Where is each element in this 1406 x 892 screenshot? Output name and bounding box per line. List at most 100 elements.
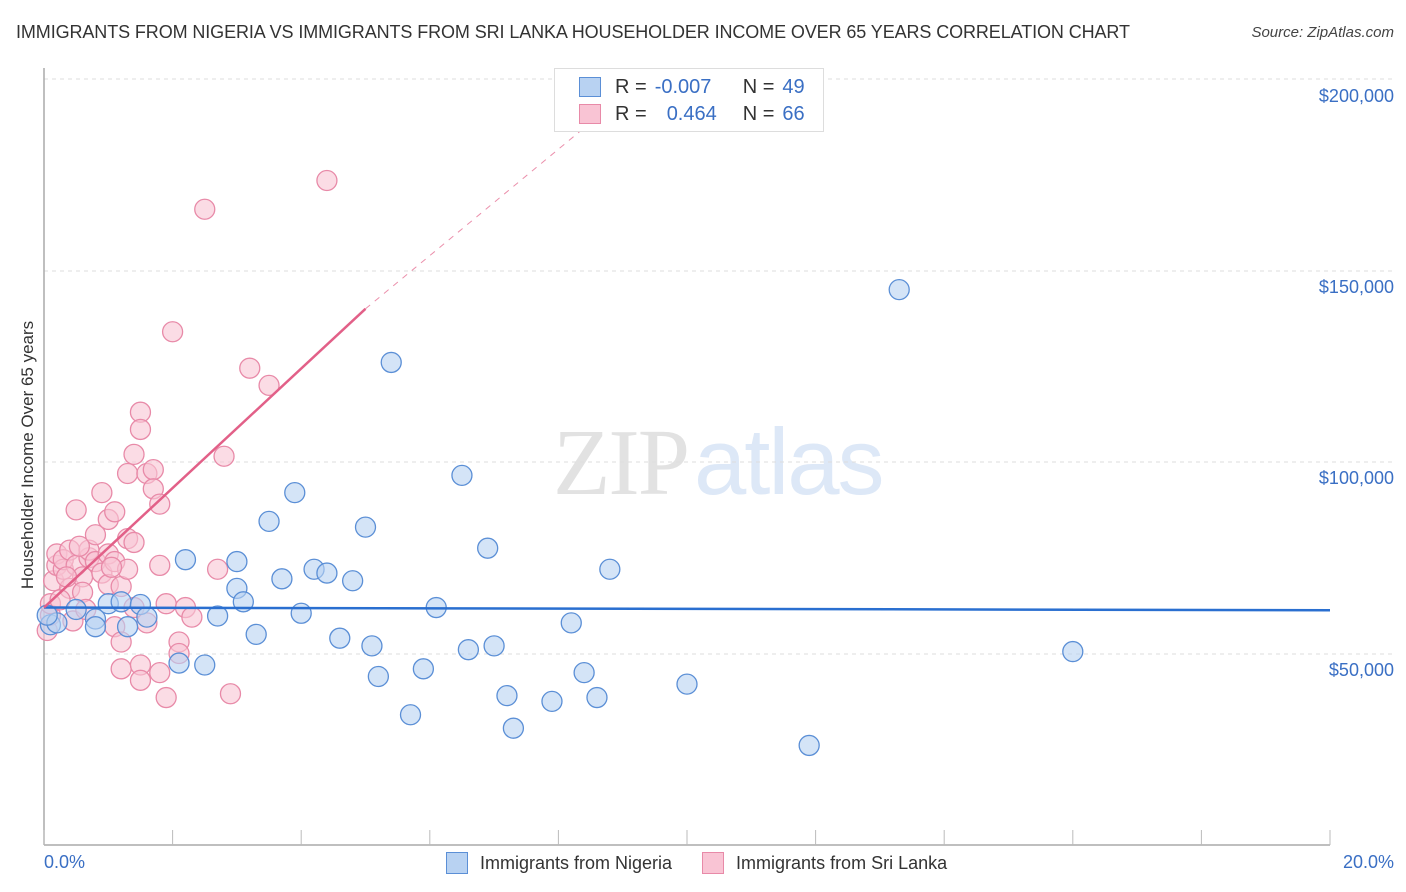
source-label: Source: ZipAtlas.com bbox=[1251, 24, 1394, 41]
srilanka-swatch-icon bbox=[702, 852, 725, 874]
data-point bbox=[129, 418, 152, 441]
data-point bbox=[213, 445, 235, 467]
data-point bbox=[174, 549, 197, 571]
data-point bbox=[354, 516, 377, 538]
data-point bbox=[65, 598, 87, 621]
y-axis-label: Householder Income Over 65 years bbox=[18, 320, 37, 590]
data-point bbox=[290, 602, 312, 624]
x-axis-ticks bbox=[43, 830, 1331, 845]
data-point bbox=[181, 606, 203, 628]
srilanka-swatch-icon bbox=[579, 104, 601, 124]
data-point bbox=[149, 493, 171, 515]
trend-lines bbox=[43, 116, 1331, 612]
data-point bbox=[136, 606, 158, 628]
data-point bbox=[599, 558, 621, 580]
r-value: -0.007 bbox=[654, 75, 712, 98]
data-point bbox=[84, 524, 107, 546]
data-point bbox=[258, 510, 280, 533]
data-point bbox=[245, 623, 267, 645]
data-point bbox=[206, 605, 229, 627]
data-point bbox=[49, 589, 71, 611]
correlation-legend: R = -0.007 N = 49 R = 0.464 N = 66 bbox=[554, 68, 824, 132]
data-point bbox=[361, 635, 383, 657]
data-point bbox=[116, 462, 139, 485]
n-value: 49 bbox=[782, 75, 805, 98]
data-point bbox=[55, 566, 78, 588]
legend-label-nigeria: Immigrants from Nigeria bbox=[480, 852, 673, 873]
legend-row-nigeria: R = -0.007 N = 49 bbox=[579, 75, 805, 99]
srilanka-trend-extension bbox=[365, 116, 598, 310]
data-point bbox=[1062, 640, 1084, 663]
data-point bbox=[483, 635, 505, 657]
data-point bbox=[541, 690, 563, 713]
data-point bbox=[798, 734, 820, 757]
legend-row-srilanka: R = 0.464 N = 66 bbox=[579, 102, 805, 126]
n-label: N = bbox=[742, 75, 775, 98]
watermark-zip: ZIP bbox=[553, 411, 690, 515]
data-point bbox=[676, 673, 698, 695]
series-legend: Immigrants from Nigeria Immigrants from … bbox=[446, 852, 977, 874]
nigeria-points bbox=[36, 278, 1084, 757]
data-point bbox=[142, 459, 164, 481]
data-point bbox=[367, 665, 390, 688]
r-label: R = bbox=[615, 102, 647, 125]
data-point bbox=[129, 669, 152, 691]
data-point bbox=[560, 612, 582, 634]
data-point bbox=[451, 464, 473, 487]
data-point bbox=[194, 654, 216, 676]
data-point bbox=[239, 357, 261, 379]
data-point bbox=[586, 686, 608, 709]
data-point bbox=[110, 658, 132, 680]
data-point bbox=[91, 481, 113, 504]
data-point bbox=[226, 550, 248, 573]
data-point bbox=[496, 684, 518, 707]
data-point bbox=[100, 556, 123, 578]
r-value: 0.464 bbox=[666, 102, 717, 125]
y-tick-200000: $200,000 bbox=[1318, 86, 1394, 106]
data-point bbox=[477, 537, 499, 559]
legend-item-nigeria[interactable]: Immigrants from Nigeria bbox=[446, 852, 672, 874]
data-point bbox=[161, 321, 184, 343]
data-point bbox=[116, 616, 139, 638]
data-point bbox=[380, 351, 402, 374]
data-point bbox=[258, 374, 280, 397]
chart-title: IMMIGRANTS FROM NIGERIA VS IMMIGRANTS FR… bbox=[16, 22, 1130, 42]
data-point bbox=[168, 652, 190, 674]
n-value: 66 bbox=[782, 102, 805, 125]
data-point bbox=[399, 704, 422, 726]
nigeria-swatch-icon bbox=[446, 852, 468, 874]
data-point bbox=[502, 717, 525, 739]
r-label: R = bbox=[615, 75, 647, 98]
y-tick-150000: $150,000 bbox=[1318, 277, 1394, 297]
nigeria-swatch-icon bbox=[579, 77, 601, 97]
data-point bbox=[194, 198, 216, 220]
x-tick-min: 0.0% bbox=[44, 852, 86, 872]
data-point bbox=[888, 278, 910, 301]
data-point bbox=[84, 616, 107, 638]
n-label: N = bbox=[742, 102, 775, 125]
axes bbox=[43, 68, 1330, 846]
x-tick-max: 20.0% bbox=[1342, 852, 1394, 872]
data-point bbox=[104, 501, 126, 523]
srilanka-points bbox=[36, 169, 338, 709]
data-point bbox=[316, 169, 338, 192]
data-point bbox=[65, 499, 87, 521]
data-point bbox=[271, 568, 293, 590]
legend-label-srilanka: Immigrants from Sri Lanka bbox=[736, 852, 948, 873]
data-point bbox=[316, 562, 338, 584]
data-point bbox=[329, 627, 351, 649]
data-point bbox=[149, 554, 171, 577]
data-point bbox=[219, 683, 242, 705]
data-point bbox=[155, 686, 177, 709]
data-point bbox=[206, 558, 229, 580]
data-point bbox=[284, 481, 306, 504]
data-point bbox=[155, 593, 177, 615]
data-point bbox=[457, 639, 480, 661]
nigeria-trend-line bbox=[43, 606, 1331, 612]
data-point bbox=[123, 531, 145, 554]
y-tick-100000: $100,000 bbox=[1318, 468, 1394, 488]
data-point bbox=[149, 662, 171, 684]
legend-item-srilanka[interactable]: Immigrants from Sri Lanka bbox=[702, 852, 947, 874]
data-point bbox=[573, 662, 595, 684]
